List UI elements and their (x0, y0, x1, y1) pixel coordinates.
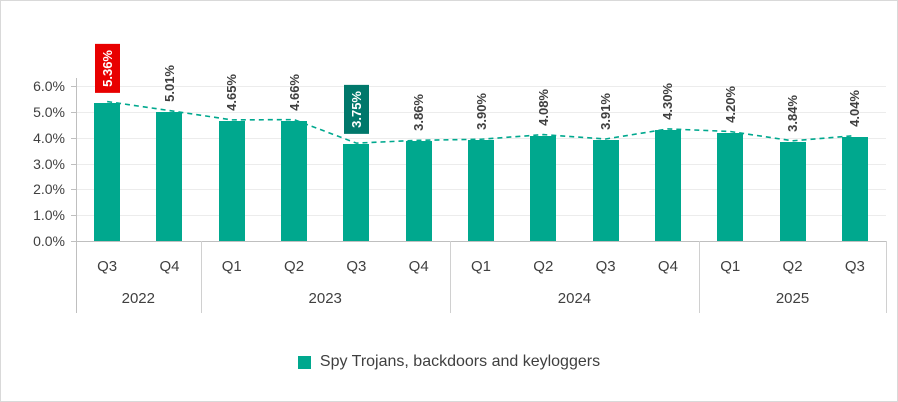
bar (343, 144, 370, 241)
x-axis-year-label: 2022 (121, 290, 155, 307)
bar (654, 129, 681, 241)
value-label: 3.84% (785, 94, 801, 132)
value-label: 3.75% (343, 85, 369, 135)
bar (94, 102, 121, 241)
bar (530, 135, 557, 241)
y-axis-tick (71, 163, 76, 165)
x-axis-quarter-label: Q4 (408, 258, 429, 275)
y-axis-label: 1.0% (33, 207, 65, 224)
year-separator (449, 241, 451, 313)
value-label: 4.04% (847, 89, 863, 127)
x-axis-year-label: 2023 (308, 290, 342, 307)
gridline (76, 86, 886, 87)
x-axis-quarter-label: Q4 (657, 258, 678, 275)
value-label: 5.36% (94, 43, 120, 93)
value-label: 4.30% (660, 83, 676, 120)
legend: Spy Trojans, backdoors and keyloggers (1, 353, 897, 371)
bar (156, 111, 183, 241)
x-axis-quarter-label: Q2 (782, 258, 803, 275)
x-axis-quarter-label: Q3 (97, 258, 118, 275)
bar (717, 132, 744, 241)
y-axis-label: 3.0% (33, 155, 65, 172)
x-axis-year-label: 2024 (557, 290, 592, 307)
bar (405, 141, 432, 241)
value-label: 4.08% (535, 88, 551, 126)
value-label: 4.65% (224, 74, 240, 111)
value-label: 4.20% (722, 85, 738, 123)
y-axis-tick (71, 86, 76, 87)
y-axis-line (76, 78, 77, 313)
value-label: 3.86% (411, 94, 427, 132)
x-axis-line (76, 241, 886, 242)
y-axis-label: 0.0% (33, 233, 65, 249)
value-label: 4.66% (286, 73, 302, 111)
y-axis-label: 4.0% (33, 129, 65, 146)
bar (841, 136, 868, 241)
y-axis-label: 6.0% (33, 78, 65, 94)
value-label: 3.91% (598, 93, 614, 130)
x-axis-quarter-label: Q4 (159, 258, 180, 275)
y-axis-tick (71, 137, 76, 139)
x-axis-quarter-label: Q2 (284, 258, 305, 275)
y-axis-tick (71, 241, 76, 242)
x-axis-quarter-label: Q2 (533, 258, 554, 275)
x-axis-year-label: 2025 (775, 290, 810, 307)
x-axis-quarter-label: Q3 (844, 258, 865, 275)
x-axis-quarter-label: Q3 (595, 258, 616, 275)
y-axis-tick (71, 189, 76, 191)
bar (592, 139, 619, 241)
y-axis-label: 5.0% (33, 103, 65, 120)
bar (281, 120, 308, 241)
x-axis-quarter-label: Q1 (221, 258, 242, 275)
legend-swatch-icon (297, 355, 311, 369)
y-axis-tick (71, 111, 76, 113)
bar (779, 141, 806, 241)
year-separator (886, 241, 887, 313)
value-label: 5.01% (161, 64, 177, 102)
x-axis-quarter-label: Q1 (720, 258, 741, 275)
y-axis-tick (71, 215, 76, 217)
bar (218, 120, 245, 241)
value-label: 3.90% (473, 93, 489, 131)
bar (468, 140, 494, 241)
x-axis-quarter-label: Q3 (346, 258, 367, 275)
legend-label: Spy Trojans, backdoors and keyloggers (319, 353, 601, 370)
y-axis-label: 2.0% (33, 181, 65, 198)
x-axis-quarter-label: Q1 (470, 258, 492, 275)
gridline (76, 137, 886, 139)
year-separator (699, 241, 701, 313)
year-separator (200, 241, 202, 313)
